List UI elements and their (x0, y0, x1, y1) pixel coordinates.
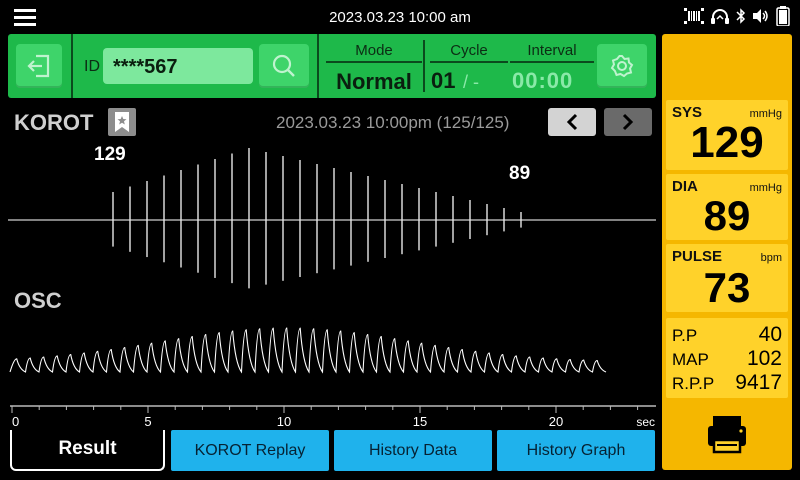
interval-value[interactable]: 00:00 (512, 68, 574, 93)
id-field[interactable]: ****567 (103, 48, 253, 84)
map-label: MAP (672, 350, 709, 369)
results-panel: SYS mmHg 129 DIA mmHg 89 PULSE bpm 73 P.… (662, 34, 792, 470)
next-record-button[interactable] (604, 108, 652, 136)
mode-underline (326, 61, 422, 63)
cycle-underline (430, 61, 508, 63)
search-button[interactable] (259, 44, 309, 88)
status-bar: 2023.03.23 10:00 am (0, 0, 800, 34)
divider (71, 34, 73, 98)
interval-underline (510, 61, 594, 63)
waveform-graph (8, 148, 656, 374)
map-value: 102 (746, 347, 782, 370)
divider (423, 40, 425, 92)
pp-row: P.P 40 (672, 323, 782, 346)
pp-label: P.P (672, 326, 698, 345)
rpp-row: R.P.P 9417 (672, 371, 782, 394)
measurement-header: ID ****567 Mode Normal Cycle 01 / - Inte… (8, 34, 656, 98)
divider (317, 34, 319, 98)
chevron-right-icon (622, 113, 634, 131)
mode-label: Mode (355, 42, 393, 59)
dia-card: DIA mmHg 89 (666, 174, 788, 240)
osc-waveform (9, 327, 607, 374)
osc-title: OSC (14, 288, 62, 313)
gear-icon (610, 55, 634, 78)
rpp-label: R.P.P (672, 374, 715, 393)
status-icons (684, 5, 790, 31)
map-row: MAP 102 (672, 347, 782, 370)
mode-value[interactable]: Normal (336, 69, 412, 94)
bookmark-icon (115, 112, 129, 132)
rpp-value: 9417 (735, 371, 782, 394)
cycle-suffix: / - (463, 72, 479, 92)
status-datetime: 2023.03.23 10:00 am (329, 9, 471, 26)
logout-icon (27, 54, 50, 78)
sys-card: SYS mmHg 129 (666, 100, 788, 170)
chevron-left-icon (566, 113, 578, 131)
korot-sys-marker: 129 (94, 144, 126, 165)
sys-label: SYS (672, 104, 703, 121)
interval-label: Interval (527, 42, 577, 59)
barcode-icon (684, 7, 704, 29)
axis-tick-label: 10 (277, 414, 291, 429)
dia-value: 89 (703, 192, 751, 239)
battery-icon (776, 5, 790, 31)
derived-card: P.P 40 MAP 102 R.P.P 9417 (666, 318, 788, 398)
settings-button[interactable] (597, 44, 647, 88)
sys-value: 129 (690, 118, 764, 167)
tab-result[interactable]: Result (10, 430, 165, 471)
headset-icon (710, 8, 730, 29)
korot-title: KOROT (14, 110, 94, 135)
sys-unit: mmHg (749, 108, 782, 120)
cycle-label: Cycle (450, 42, 488, 59)
tab-korot-replay[interactable]: KOROT Replay (171, 430, 329, 471)
axis-tick-label: 20 (549, 414, 563, 429)
id-value: ****567 (113, 56, 178, 78)
logout-button[interactable] (16, 44, 62, 88)
print-button[interactable] (666, 402, 788, 466)
previous-record-button[interactable] (548, 108, 596, 136)
bookmark-button[interactable] (108, 108, 136, 136)
dia-unit: mmHg (749, 182, 782, 194)
time-axis: 0510152025303540 sec (10, 405, 656, 429)
axis-tick-label: 15 (413, 414, 427, 429)
record-info: 2023.03.23 10:00pm (125/125) (276, 113, 510, 132)
pulse-value: 73 (703, 264, 751, 311)
volume-icon (752, 8, 770, 29)
search-icon (272, 54, 295, 77)
axis-tick-label: 5 (144, 414, 151, 429)
pulse-label: PULSE (672, 248, 723, 265)
axis-unit: sec (636, 415, 655, 429)
bluetooth-icon (736, 7, 746, 29)
tab-history-data[interactable]: History Data (334, 430, 492, 471)
printer-icon (708, 416, 746, 454)
pulse-unit: bpm (760, 252, 782, 264)
pp-value: 40 (758, 323, 782, 346)
tab-history-graph[interactable]: History Graph (497, 430, 655, 471)
id-label: ID (84, 58, 100, 75)
cycle-value[interactable]: 01 (431, 68, 456, 93)
korot-dia-marker: 89 (509, 163, 531, 184)
menu-icon[interactable] (14, 8, 38, 26)
pulse-card: PULSE bpm 73 (666, 244, 788, 312)
axis-tick-label: 0 (12, 414, 19, 429)
korot-pulse-lines (112, 148, 522, 289)
dia-label: DIA (672, 178, 698, 195)
